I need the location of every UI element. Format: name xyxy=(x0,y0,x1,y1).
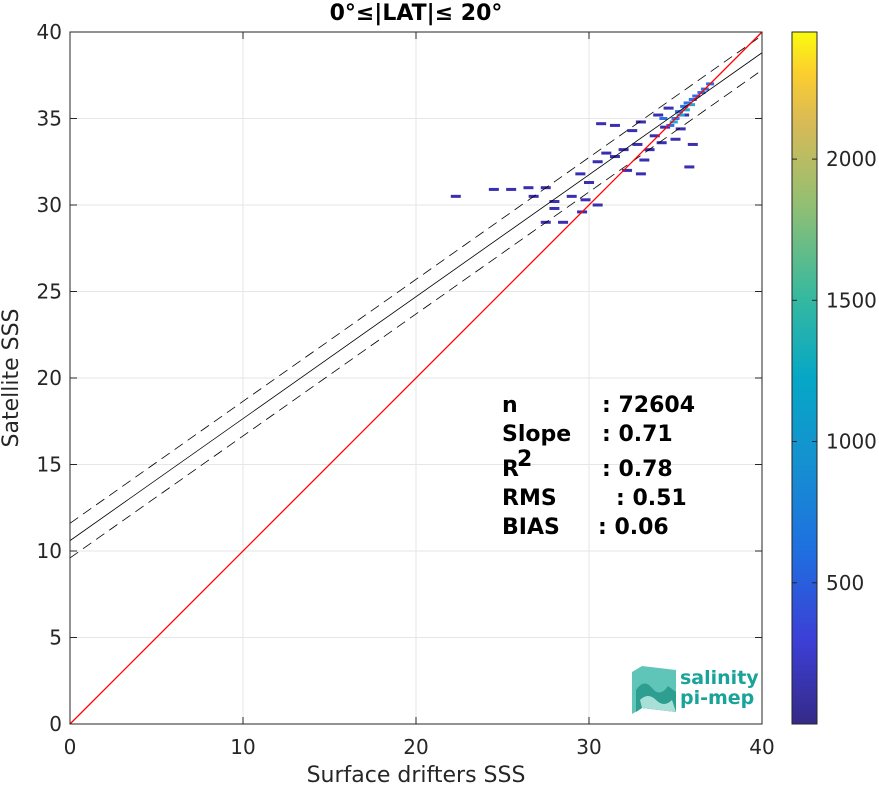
density-cell xyxy=(635,120,646,124)
x-axis-label: Surface drifters SSS xyxy=(307,763,526,786)
stat-value: : 0.51 xyxy=(616,486,687,511)
x-tick-label: 10 xyxy=(230,735,255,759)
density-cell xyxy=(692,94,701,98)
stat-label: R xyxy=(502,457,519,482)
density-cell xyxy=(488,187,499,191)
density-cell xyxy=(663,106,674,110)
density-cell xyxy=(450,194,461,198)
stat-value: : 0.06 xyxy=(598,515,669,540)
y-tick-label: 35 xyxy=(37,107,62,131)
density-cell xyxy=(687,142,698,146)
density-cell xyxy=(506,187,517,191)
stat-label: BIAS xyxy=(502,515,560,540)
density-cell xyxy=(688,97,697,101)
colorbar-tick-label: 1500 xyxy=(826,288,877,312)
chart-title: 0°≤|LAT|≤ 20° xyxy=(330,1,503,26)
density-cell xyxy=(609,123,620,127)
x-tick-label: 20 xyxy=(403,735,428,759)
density-cell xyxy=(660,125,671,129)
density-cell xyxy=(584,181,594,185)
stat-value: : 72604 xyxy=(602,393,695,418)
reference-lines xyxy=(69,31,763,725)
density-cell xyxy=(670,137,681,141)
y-tick-label: 0 xyxy=(49,712,62,736)
density-cell xyxy=(596,122,607,126)
y-tick-label: 5 xyxy=(49,626,62,650)
y-tick-label: 10 xyxy=(37,539,62,563)
density-cell xyxy=(687,103,696,107)
density-cell xyxy=(675,127,686,131)
density-cell xyxy=(549,206,560,210)
salinity-pi-mep-logo: salinity pi-mep xyxy=(632,666,759,714)
x-tick-label: 0 xyxy=(64,735,77,759)
density-cell xyxy=(632,142,643,146)
stat-superscript: 2 xyxy=(517,447,532,472)
density-cell xyxy=(627,129,638,133)
density-cell xyxy=(592,160,603,164)
stat-label: RMS xyxy=(502,486,557,511)
density-cell xyxy=(639,158,650,162)
density-cell xyxy=(666,123,675,127)
density-cell xyxy=(676,113,685,117)
stat-label: n xyxy=(502,393,518,418)
regression-bound-line xyxy=(69,35,763,524)
stats-box: n : 72604 Slope : 0.71 R2 : 0.78 RMS : 0.51 BIAS… xyxy=(502,393,695,540)
density-cell xyxy=(575,172,586,176)
colorbar-tick-label: 500 xyxy=(826,571,864,595)
y-tick-label: 15 xyxy=(37,453,62,477)
density-cell xyxy=(580,198,591,202)
density-cell xyxy=(659,117,668,120)
y-tick-label: 25 xyxy=(37,280,62,304)
y-tick-label: 40 xyxy=(37,20,62,44)
logo-line1: salinity xyxy=(680,667,759,689)
colorbar xyxy=(791,31,818,725)
x-tick-label: 40 xyxy=(749,735,774,759)
y-tick-label: 30 xyxy=(37,193,62,217)
density-cell xyxy=(680,104,689,108)
density-cell xyxy=(669,120,678,124)
density-cell xyxy=(592,203,603,207)
stat-value: : 0.78 xyxy=(602,457,673,482)
one-to-one-line xyxy=(69,31,763,725)
y-axis-label: Satellite SSS xyxy=(0,309,24,448)
axis-ticks: 0 10 20 30 40 0 5 10 15 20 25 30 35 40 xyxy=(37,20,775,759)
density-cell xyxy=(618,148,629,152)
density-cell xyxy=(601,151,612,155)
density-cell xyxy=(684,165,695,169)
density-cell xyxy=(558,220,569,224)
regression-bound-line xyxy=(69,69,763,559)
colorbar-tick-label: 2000 xyxy=(826,147,877,171)
x-tick-label: 30 xyxy=(576,735,601,759)
logo-wave-icon xyxy=(632,666,676,714)
logo-line2: pi-mep xyxy=(680,687,754,709)
colorbar-tick-label: 1000 xyxy=(826,430,877,454)
regression-fit-line xyxy=(69,52,763,541)
density-cell xyxy=(656,141,667,145)
density-cell xyxy=(523,186,534,190)
density-cell xyxy=(681,108,690,112)
density-cell xyxy=(635,172,646,176)
density-cell xyxy=(622,168,633,172)
density-cell xyxy=(683,101,692,105)
density-cell xyxy=(649,134,660,138)
stat-label: Slope xyxy=(502,422,571,447)
density-cell xyxy=(549,200,560,204)
density-cell xyxy=(653,113,664,117)
density-cell xyxy=(566,194,577,198)
colorbar-ticks: 500 1000 1500 2000 xyxy=(792,147,877,595)
y-tick-label: 20 xyxy=(37,366,62,390)
stat-value: : 0.71 xyxy=(602,422,673,447)
